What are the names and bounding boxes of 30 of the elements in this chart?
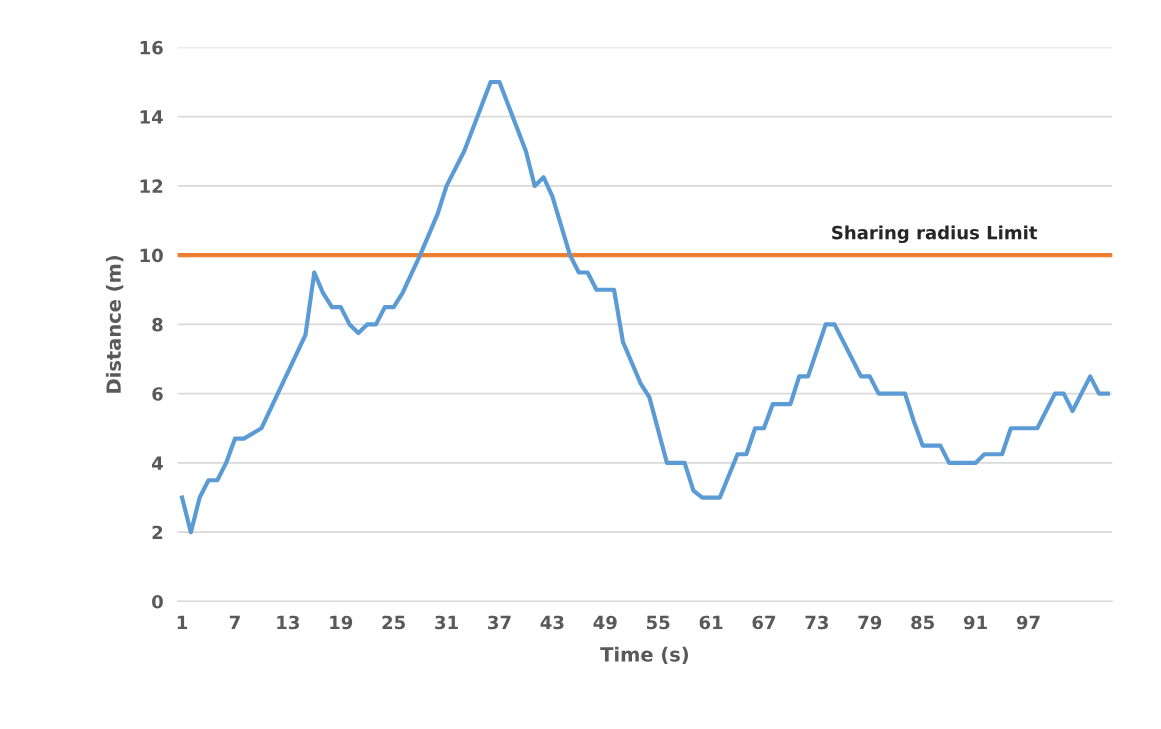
x-tick-label: 7: [229, 615, 240, 630]
y-tick-label: 2: [152, 525, 163, 540]
y-tick-label: 10: [140, 248, 163, 263]
x-tick-label: 19: [330, 615, 353, 630]
x-tick-label: 37: [488, 615, 511, 630]
x-tick-label: 25: [382, 615, 405, 630]
y-tick-label: 0: [152, 594, 163, 609]
x-tick-label: 55: [646, 615, 670, 630]
x-tick-label: 79: [858, 615, 882, 630]
y-tick-label: 4: [151, 456, 163, 470]
y-tick-label: 12: [140, 179, 163, 193]
x-tick-label: 73: [805, 615, 828, 630]
x-tick-label: 67: [752, 615, 776, 630]
x-tick-label: 31: [435, 615, 458, 630]
x-tick-label: 97: [1016, 615, 1040, 630]
y-tick-label: 14: [140, 110, 163, 124]
x-tick-label: 1: [177, 615, 188, 630]
ref-line-label: Sharing radius Limit: [832, 225, 1038, 244]
x-tick-label: 43: [540, 615, 564, 630]
x-tick-label: 49: [593, 615, 617, 630]
x-tick-label: 91: [963, 615, 987, 630]
x-tick-label: 13: [277, 615, 299, 630]
y-tick-label: 6: [152, 387, 163, 401]
line-series: [179, 79, 1110, 535]
y-tick-label: 8: [152, 317, 163, 332]
y-tick-label: 16: [140, 40, 163, 55]
x-tick-label: 85: [911, 615, 934, 630]
x-axis-title: Time (s): [600, 646, 689, 665]
y-axis-title: Distance (m): [105, 256, 124, 393]
x-tick-label: 61: [699, 615, 723, 630]
